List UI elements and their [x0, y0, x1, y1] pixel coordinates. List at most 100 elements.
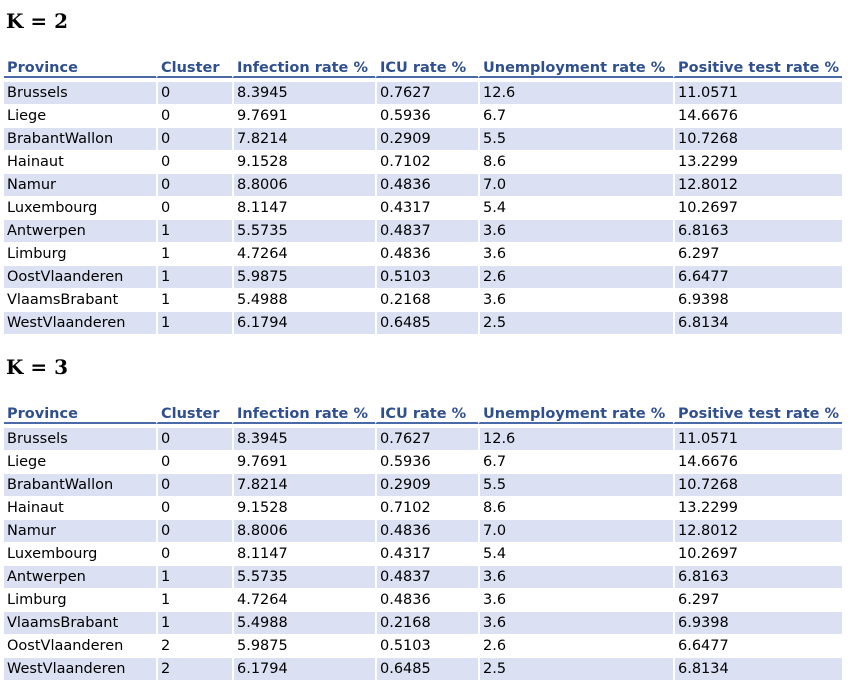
cell-province: BrabantWallon: [4, 474, 156, 497]
cell-icu-rate: 0.4317: [375, 543, 478, 566]
column-header-icu-rate: ICU rate %: [375, 56, 478, 78]
table-row: Brussels 0 8.3945 0.7627 12.6 11.0571: [4, 428, 843, 451]
cell-icu-rate: 0.7627: [375, 82, 478, 105]
cell-unemployment-rate: 3.6: [478, 220, 673, 243]
cell-infection-rate: 6.1794: [232, 658, 375, 681]
table-row: Brussels 0 8.3945 0.7627 12.6 11.0571: [4, 82, 843, 105]
cell-unemployment-rate: 7.0: [478, 174, 673, 197]
cell-positive-test-rate: 14.6676: [673, 451, 843, 474]
cell-unemployment-rate: 6.7: [478, 451, 673, 474]
cell-positive-test-rate: 6.297: [673, 589, 843, 612]
cell-cluster: 0: [156, 105, 232, 128]
cell-icu-rate: 0.5936: [375, 451, 478, 474]
table-row: OostVlaanderen 1 5.9875 0.5103 2.6 6.6477: [4, 266, 843, 289]
cell-infection-rate: 9.7691: [232, 105, 375, 128]
cell-infection-rate: 9.7691: [232, 451, 375, 474]
cell-province: VlaamsBrabant: [4, 612, 156, 635]
cell-province: WestVlaanderen: [4, 312, 156, 335]
cell-infection-rate: 5.9875: [232, 635, 375, 658]
cell-unemployment-rate: 5.5: [478, 474, 673, 497]
cell-cluster: 2: [156, 635, 232, 658]
cell-icu-rate: 0.2909: [375, 474, 478, 497]
cell-province: Brussels: [4, 82, 156, 105]
cell-icu-rate: 0.4836: [375, 589, 478, 612]
cell-icu-rate: 0.4837: [375, 566, 478, 589]
cell-cluster: 0: [156, 82, 232, 105]
cell-unemployment-rate: 7.0: [478, 520, 673, 543]
cell-infection-rate: 8.8006: [232, 174, 375, 197]
cell-cluster: 2: [156, 658, 232, 681]
cell-icu-rate: 0.4317: [375, 197, 478, 220]
cell-icu-rate: 0.4837: [375, 220, 478, 243]
cell-unemployment-rate: 12.6: [478, 82, 673, 105]
cell-infection-rate: 5.9875: [232, 266, 375, 289]
cell-positive-test-rate: 10.2697: [673, 197, 843, 220]
cell-icu-rate: 0.2168: [375, 289, 478, 312]
table-row: OostVlaanderen 2 5.9875 0.5103 2.6 6.6477: [4, 635, 843, 658]
cell-positive-test-rate: 14.6676: [673, 105, 843, 128]
cell-positive-test-rate: 10.7268: [673, 128, 843, 151]
cell-infection-rate: 5.5735: [232, 566, 375, 589]
cell-province: Limburg: [4, 243, 156, 266]
cell-cluster: 1: [156, 612, 232, 635]
cell-cluster: 1: [156, 266, 232, 289]
cell-cluster: 0: [156, 520, 232, 543]
cell-icu-rate: 0.7102: [375, 497, 478, 520]
table-row: Liege 0 9.7691 0.5936 6.7 14.6676: [4, 105, 843, 128]
table-row: Liege 0 9.7691 0.5936 6.7 14.6676: [4, 451, 843, 474]
cell-infection-rate: 8.1147: [232, 197, 375, 220]
cell-province: BrabantWallon: [4, 128, 156, 151]
header-spacer: [4, 78, 843, 82]
cell-positive-test-rate: 11.0571: [673, 428, 843, 451]
table-row: Luxembourg 0 8.1147 0.4317 5.4 10.2697: [4, 543, 843, 566]
cell-infection-rate: 8.1147: [232, 543, 375, 566]
cell-cluster: 0: [156, 543, 232, 566]
table-row: WestVlaanderen 2 6.1794 0.6485 2.5 6.8134: [4, 658, 843, 681]
cell-province: Antwerpen: [4, 566, 156, 589]
column-header-cluster: Cluster: [156, 402, 232, 424]
cell-cluster: 1: [156, 220, 232, 243]
table-row: Limburg 1 4.7264 0.4836 3.6 6.297: [4, 589, 843, 612]
table-row: Limburg 1 4.7264 0.4836 3.6 6.297: [4, 243, 843, 266]
cell-icu-rate: 0.5936: [375, 105, 478, 128]
cell-province: Antwerpen: [4, 220, 156, 243]
cell-unemployment-rate: 2.5: [478, 312, 673, 335]
cell-cluster: 0: [156, 474, 232, 497]
cluster-table-k3: Province Cluster Infection rate % ICU rate …: [4, 402, 843, 681]
cell-cluster: 1: [156, 566, 232, 589]
cell-infection-rate: 4.7264: [232, 243, 375, 266]
cell-infection-rate: 4.7264: [232, 589, 375, 612]
cell-icu-rate: 0.7627: [375, 428, 478, 451]
cell-positive-test-rate: 6.6477: [673, 266, 843, 289]
cell-unemployment-rate: 5.4: [478, 197, 673, 220]
table-row: BrabantWallon 0 7.8214 0.2909 5.5 10.7268: [4, 128, 843, 151]
section-heading-k2: K = 2: [6, 9, 68, 33]
cell-province: Namur: [4, 520, 156, 543]
cell-unemployment-rate: 2.5: [478, 658, 673, 681]
column-header-infection-rate: Infection rate %: [232, 56, 375, 78]
section-heading-k3: K = 3: [6, 355, 68, 379]
cell-infection-rate: 8.8006: [232, 520, 375, 543]
cell-icu-rate: 0.4836: [375, 174, 478, 197]
cell-province: Liege: [4, 105, 156, 128]
column-header-province: Province: [4, 402, 156, 424]
column-header-unemployment-rate: Unemployment rate %: [478, 402, 673, 424]
cell-infection-rate: 9.1528: [232, 497, 375, 520]
cell-cluster: 0: [156, 451, 232, 474]
cell-province: Namur: [4, 174, 156, 197]
cell-unemployment-rate: 2.6: [478, 266, 673, 289]
cell-positive-test-rate: 6.9398: [673, 289, 843, 312]
cell-province: Hainaut: [4, 497, 156, 520]
header-spacer: [4, 424, 843, 428]
cell-province: Liege: [4, 451, 156, 474]
cell-unemployment-rate: 3.6: [478, 612, 673, 635]
table-row: Antwerpen 1 5.5735 0.4837 3.6 6.8163: [4, 220, 843, 243]
cell-infection-rate: 5.4988: [232, 612, 375, 635]
cell-province: OostVlaanderen: [4, 266, 156, 289]
cell-infection-rate: 6.1794: [232, 312, 375, 335]
cell-cluster: 0: [156, 174, 232, 197]
table-row: VlaamsBrabant 1 5.4988 0.2168 3.6 6.9398: [4, 612, 843, 635]
cell-unemployment-rate: 3.6: [478, 289, 673, 312]
table-row: VlaamsBrabant 1 5.4988 0.2168 3.6 6.9398: [4, 289, 843, 312]
cell-icu-rate: 0.6485: [375, 312, 478, 335]
